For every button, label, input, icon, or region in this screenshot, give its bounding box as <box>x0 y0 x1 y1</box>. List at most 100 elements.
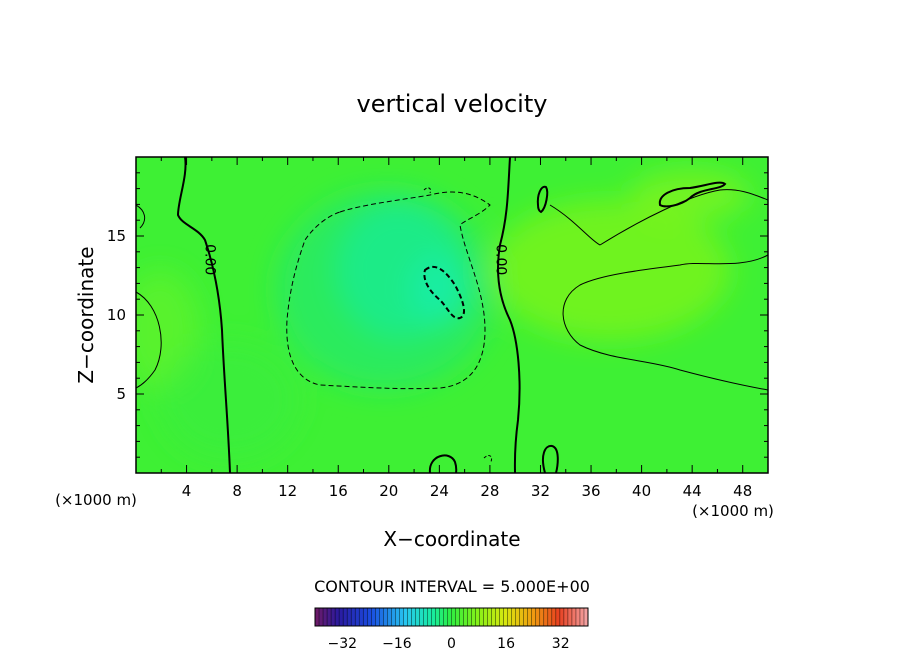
colorbar-cell <box>350 607 356 627</box>
colorbar-cell <box>322 607 328 627</box>
colorbar-cell <box>531 607 537 627</box>
plot-area: 0.00 0.00 <box>135 156 769 474</box>
colorbar-cell <box>334 607 340 627</box>
contour-pos-east-1 <box>599 189 768 246</box>
colorbar-cell <box>567 607 573 627</box>
colorbar-cell <box>523 607 529 627</box>
colorbar-cell <box>575 607 581 627</box>
colorbar-cell <box>579 607 585 627</box>
contour-pos-left-mid <box>136 291 162 389</box>
colorbar-cell <box>551 607 557 627</box>
colorbar <box>314 607 589 627</box>
colorbar-cell <box>375 607 380 627</box>
colorbar-cell <box>366 607 372 627</box>
x-axis: 4 8 12 16 20 24 28 32 36 40 44 48 <box>160 157 752 500</box>
colorbar-cell <box>435 607 440 627</box>
x-tick-label: 36 <box>581 482 600 500</box>
colorbar-cell <box>555 607 561 627</box>
x-tick-label: 12 <box>278 482 297 500</box>
contour-interval: CONTOUR INTERVAL = 5.000E+00 <box>314 577 590 596</box>
y-tick-label: 15 <box>107 227 126 245</box>
colorbar-cell <box>318 607 324 627</box>
colorbar-cell <box>387 607 392 627</box>
x-tick-label: 48 <box>733 482 752 500</box>
colorbar-cell <box>391 607 396 627</box>
colorbar-cell <box>447 607 452 627</box>
colorbar-cell <box>411 607 416 627</box>
colorbar-cell <box>491 607 497 627</box>
x-tick-label: 8 <box>232 482 242 500</box>
contour-neg-tiny-1 <box>423 187 431 194</box>
y-axis: 5 10 15 <box>107 172 768 458</box>
x-unit-left: (×1000 m) <box>55 491 137 509</box>
colorbar-cell <box>467 607 473 627</box>
contour-zero-bottom-1 <box>428 454 458 473</box>
contour-zero-bottom-2 <box>542 444 559 473</box>
x-tick-label: 24 <box>430 482 449 500</box>
contour-pos-east-2 <box>562 254 768 391</box>
colorbar-cell <box>362 607 368 627</box>
colorbar-cell <box>571 607 577 627</box>
colorbar-cell <box>535 607 541 627</box>
colorbar-cell <box>383 607 388 627</box>
colorbar-cell <box>407 607 412 627</box>
contour-max-small <box>536 185 549 214</box>
colorbar-cell <box>511 607 517 627</box>
y-tick-label: 10 <box>107 306 126 324</box>
colorbar-cell <box>519 607 525 627</box>
x-tick-label: 44 <box>683 482 702 500</box>
colorbar-cell <box>487 607 493 627</box>
colorbar-cell <box>455 607 461 627</box>
colorbar-cell <box>515 607 521 627</box>
x-unit-right: (×1000 m) <box>692 502 774 520</box>
x-tick-label: 16 <box>329 482 348 500</box>
colorbar-cell <box>475 607 481 627</box>
colorbar-cell <box>495 607 501 627</box>
colorbar-cell <box>399 607 404 627</box>
contour-label: 0.00 <box>492 244 508 275</box>
colorbar-cell <box>395 607 400 627</box>
colorbar-cell <box>403 607 408 627</box>
colorbar-cell <box>379 607 384 627</box>
colorbar-frame <box>314 607 589 627</box>
x-tick-label: 32 <box>531 482 550 500</box>
colorbar-cell <box>459 607 465 627</box>
colorbar-cell <box>507 607 513 627</box>
colorbar-tick-label: 0 <box>447 636 456 652</box>
colorbar-cell <box>330 607 336 627</box>
colorbar-tick-label: −16 <box>382 636 412 652</box>
contour-label: 0.00 <box>202 244 218 275</box>
contour-max-topright <box>658 181 727 208</box>
colorbar-cell <box>346 607 352 627</box>
colorbar-cell <box>358 607 364 627</box>
contour-neg-outer <box>286 191 491 390</box>
colorbar-cell <box>463 607 469 627</box>
colorbar-tick-label: 16 <box>497 636 515 652</box>
colorbar-cell <box>371 607 376 627</box>
colorbar-cell <box>451 607 457 627</box>
colorbar-tick-label: −32 <box>328 636 358 652</box>
colorbar-cell <box>423 607 428 627</box>
colorbar-cell <box>431 607 436 627</box>
x-tick-label: 40 <box>632 482 651 500</box>
contour-zero-west <box>176 157 231 473</box>
colorbar-ticks: −32 −16 0 16 32 <box>328 636 570 652</box>
contour-pos-left-top <box>136 204 146 229</box>
colorbar-cell <box>419 607 424 627</box>
x-tick-label: 4 <box>182 482 192 500</box>
colorbar-tick-label: 32 <box>552 636 570 652</box>
colorbar-cell <box>338 607 344 627</box>
x-tick-label: 20 <box>379 482 398 500</box>
x-tick-label: 28 <box>480 482 499 500</box>
contour-labels: 0.00 0.00 <box>202 244 509 275</box>
colorbar-cell <box>342 607 348 627</box>
y-axis-label: Z−coordinate <box>74 246 98 383</box>
colorbar-cell <box>483 607 489 627</box>
colorbar-cell <box>415 607 420 627</box>
colorbar-cell <box>559 607 565 627</box>
colorbar-cell <box>547 607 553 627</box>
colorbar-cell <box>427 607 432 627</box>
contour-zero-east <box>497 157 521 473</box>
y-tick-label: 5 <box>116 385 126 403</box>
